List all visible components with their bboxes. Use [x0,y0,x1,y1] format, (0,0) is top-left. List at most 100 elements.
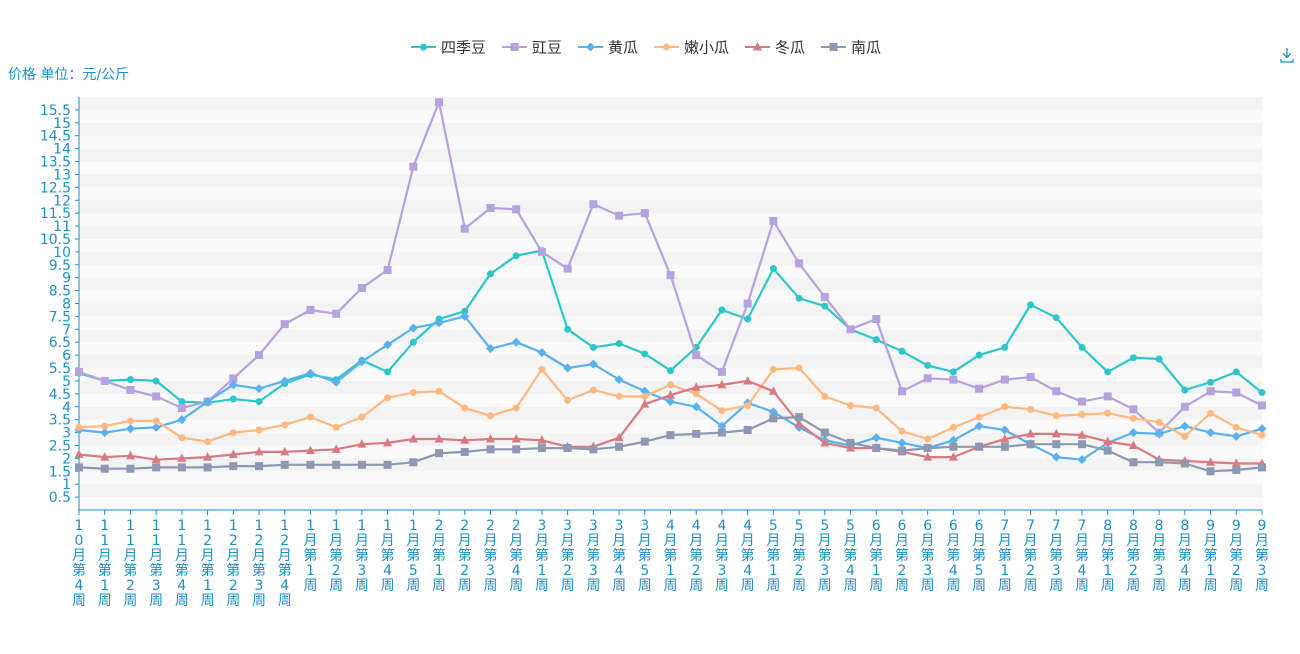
data-point [821,302,829,310]
data-point [1026,440,1035,449]
data-point [1128,428,1138,438]
y-tick-label: 13 [53,167,71,183]
data-point [126,417,134,425]
data-point [358,413,366,421]
legend-label: 四季豆 [441,39,486,57]
legend-item[interactable]: 四季豆 [411,39,486,57]
download-icon[interactable] [1278,46,1296,64]
data-point [357,460,366,469]
x-tick-label: 6 月第 2 周 [895,518,909,594]
data-point [151,422,161,432]
data-point [1232,423,1240,431]
data-point [152,377,160,385]
data-point [641,350,649,358]
data-point [1001,343,1009,351]
data-point [306,305,315,314]
data-point [280,320,289,329]
data-point [589,386,597,394]
data-point [923,452,933,461]
y-tick-label: 5.5 [49,361,71,377]
data-point [820,437,830,447]
legend-label: 豇豆 [532,39,562,57]
data-point [409,338,417,346]
data-point [435,449,444,458]
grid-band [79,445,1262,459]
data-point [768,407,778,417]
x-tick-label: 1 2 月第 4 周 [278,518,292,609]
data-point [409,389,417,397]
data-point [1052,440,1061,449]
data-point [1077,397,1086,406]
y-tick-label: 3.5 [49,413,71,429]
y-tick-label: 9.5 [49,258,71,274]
data-point [640,399,650,408]
data-point [1078,410,1086,418]
legend-item[interactable]: 嫩小瓜 [654,39,729,57]
data-point [126,376,134,384]
data-point [178,434,186,442]
data-point [1001,403,1009,411]
x-tick-label: 8 月第 3 周 [1152,518,1166,594]
data-point [254,384,264,394]
y-tick-label: 13.5 [40,155,71,171]
y-tick-label: 5 [62,374,71,390]
x-tick-label: 1 1 月第 2 周 [123,518,137,609]
x-tick-label: 1 月第 2 周 [329,518,343,594]
data-point [666,397,675,407]
data-point [229,374,238,383]
data-point [666,271,675,280]
data-point [1154,429,1164,439]
x-tick-label: 1 1 月第 3 周 [149,518,163,609]
data-point [177,404,186,413]
data-point [588,359,598,369]
data-point [512,205,521,214]
y-tick-label: 8 [62,297,71,313]
data-point [975,413,983,421]
data-point [512,404,520,412]
x-tick-label: 5 月第 3 周 [818,518,832,594]
data-point [1129,405,1138,414]
y-tick-label: 12.5 [40,180,71,196]
data-point [486,203,495,212]
legend-item[interactable]: 冬瓜 [745,39,805,57]
legend-item[interactable]: 豇豆 [502,39,562,57]
data-point [332,423,340,431]
data-point [178,398,186,406]
data-point [1206,428,1216,438]
data-point [640,386,650,396]
data-point [177,415,187,425]
grid-band [79,471,1262,485]
legend-symbol [663,43,670,51]
y-tick-label: 1.5 [49,464,71,480]
data-point [460,435,470,444]
data-point [795,294,803,302]
y-tick-label: 1 [62,477,71,493]
data-point [1206,467,1215,476]
data-point [1026,373,1035,382]
data-point [75,463,83,472]
grid-band [79,251,1262,265]
data-point [460,311,470,321]
legend-item[interactable]: 黄瓜 [578,39,638,57]
data-point [1129,354,1137,362]
x-tick-label: 7 月第 4 周 [1075,518,1089,594]
x-tick-label: 6 月第 5 周 [972,518,986,594]
data-point [486,445,495,454]
legend-label: 黄瓜 [608,39,638,57]
data-point [1104,409,1112,417]
data-point [255,351,264,360]
data-point [485,434,495,443]
data-point [691,382,701,391]
data-point [280,460,289,469]
x-tick-label: 4 月第 1 周 [664,518,678,594]
legend-item[interactable]: 南瓜 [821,39,881,57]
data-point [1232,388,1241,397]
data-point [949,368,957,376]
y-tick-label: 0.5 [49,490,71,506]
data-point [820,428,829,437]
data-point [228,449,238,459]
data-point [100,464,109,473]
x-tick-label: 8 月第 4 周 [1178,518,1192,594]
data-point [177,463,186,472]
y-tick-label: 12 [53,193,71,209]
